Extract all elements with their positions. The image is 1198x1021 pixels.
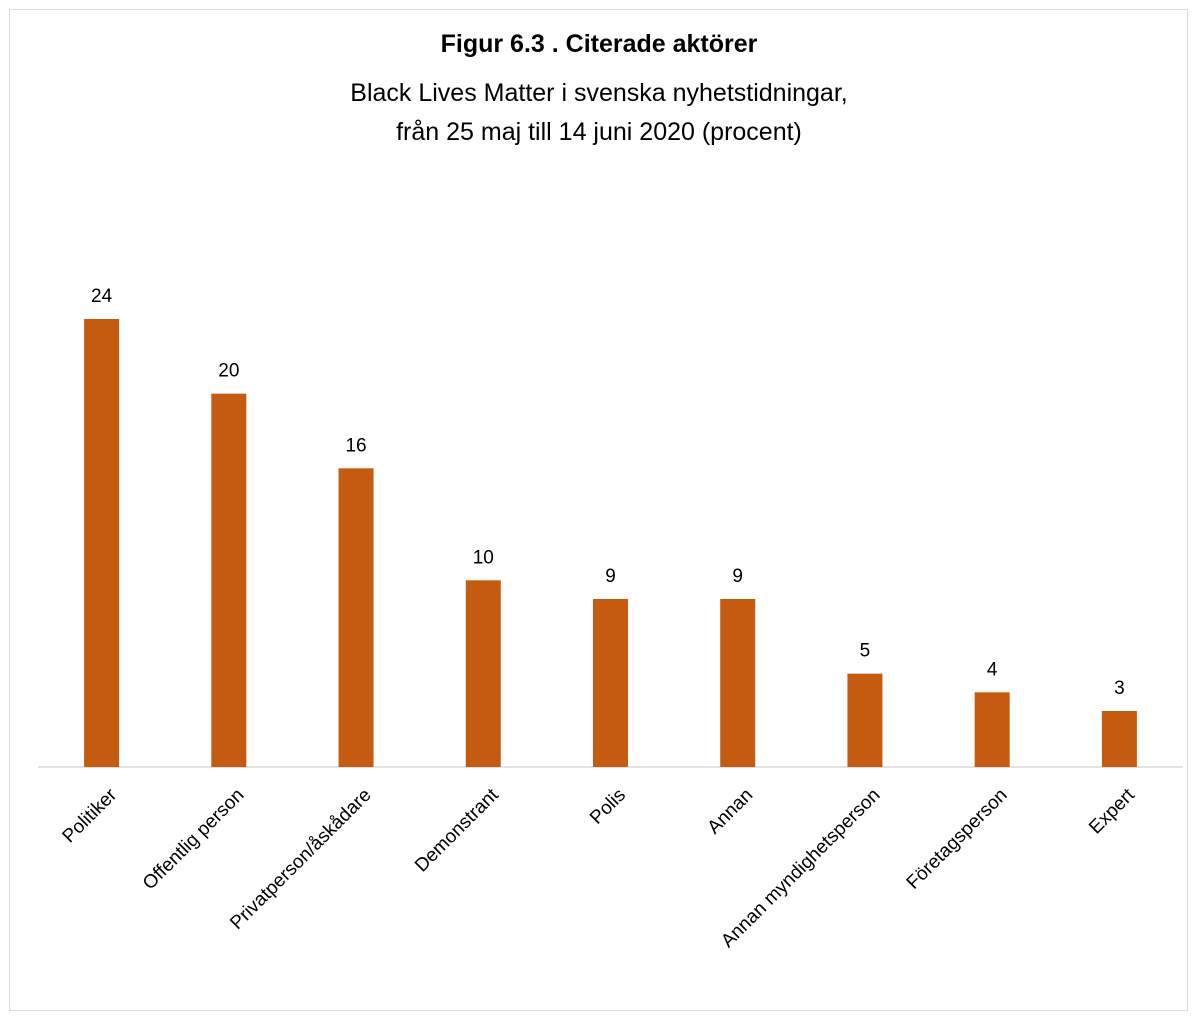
bar-0 bbox=[84, 319, 120, 767]
bar-7 bbox=[974, 692, 1010, 767]
category-label-7: Företagsperson bbox=[903, 785, 1012, 894]
bar-6 bbox=[847, 673, 883, 767]
bar-value-label-1: 20 bbox=[218, 361, 239, 382]
bar-8 bbox=[1101, 711, 1137, 767]
bar-value-label-7: 4 bbox=[987, 659, 998, 680]
chart-subtitle-line-2: från 25 maj till 14 juni 2020 (procent) bbox=[396, 118, 802, 146]
bar-3 bbox=[465, 580, 501, 767]
category-label-4: Polis bbox=[586, 785, 630, 829]
bar-value-label-8: 3 bbox=[1114, 678, 1125, 699]
category-label-2: Privatperson/åskådare bbox=[226, 785, 375, 934]
bar-value-label-4: 9 bbox=[605, 566, 616, 587]
bar-value-label-0: 24 bbox=[91, 286, 113, 307]
value-labels-group: 24 20 16 10 9 9 5 4 3 bbox=[91, 286, 1125, 699]
category-labels-group: Politiker Offentlig personPrivatperson/ås… bbox=[59, 784, 1140, 952]
bar-value-label-3: 10 bbox=[473, 547, 494, 568]
bar-2 bbox=[338, 468, 374, 767]
bars-group bbox=[84, 319, 1137, 767]
bar-4 bbox=[593, 599, 628, 767]
category-label-1: Offentlig person bbox=[139, 785, 248, 894]
category-label-0: Politiker bbox=[59, 784, 122, 847]
category-label-5: Annan bbox=[704, 785, 758, 839]
chart-frame bbox=[9, 9, 1188, 1011]
category-label-8: Expert bbox=[1085, 784, 1139, 838]
bar-value-label-5: 9 bbox=[732, 566, 743, 587]
bar-5 bbox=[720, 599, 756, 767]
chart-title: Figur 6.3 . Citerade aktörer bbox=[440, 30, 758, 58]
bar-1 bbox=[211, 393, 247, 767]
bar-value-label-2: 16 bbox=[345, 435, 366, 456]
chart-subtitle-line-1: Black Lives Matter i svenska nyhetstidni… bbox=[350, 79, 848, 107]
category-label-3: Demonstrant bbox=[411, 784, 503, 876]
bar-value-label-6: 5 bbox=[860, 641, 871, 662]
